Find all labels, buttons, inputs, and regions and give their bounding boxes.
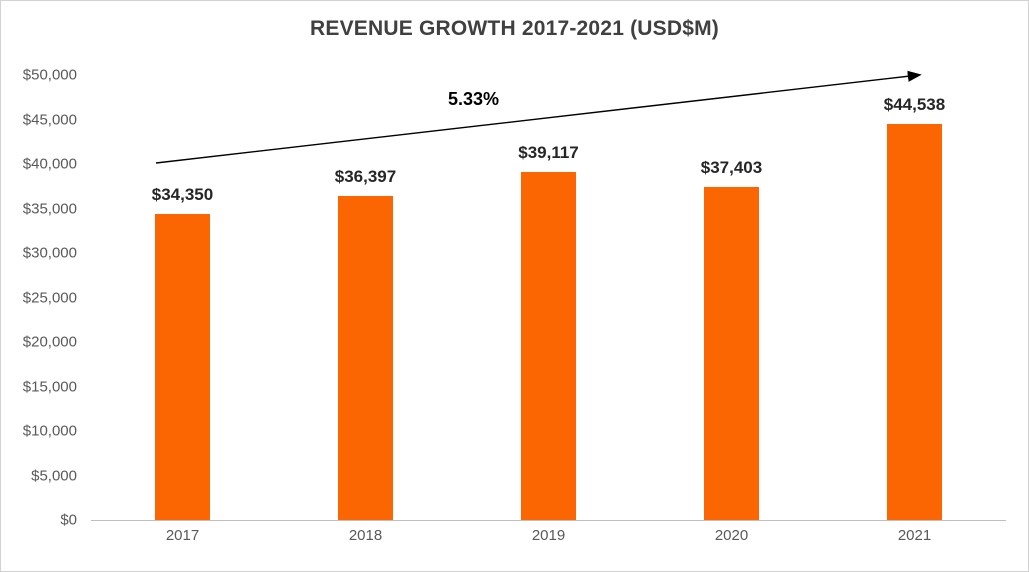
y-axis-tick-label: $10,000 [22, 422, 77, 440]
bar-group: $34,350 [91, 75, 274, 520]
y-axis: $0 $5,000 $10,000 $15,000 $20,000 $25,000 $30,… [1, 67, 83, 529]
y-axis-tick-label: $50,000 [22, 66, 77, 84]
y-axis-tick-label: $40,000 [22, 155, 77, 173]
bar-group: $37,403 [640, 75, 823, 520]
y-axis-tick-label: $15,000 [22, 378, 77, 395]
bar-data-label: $36,397 [334, 167, 397, 187]
x-axis-tick-label: 2021 [897, 527, 932, 544]
bar-group: $36,397 [274, 75, 457, 520]
y-axis-tick-label: $25,000 [22, 289, 77, 306]
plot-area: $34,350 $36,397 $39,117 $37,403 $44,538 [91, 75, 1006, 521]
bar-group: $44,538 [823, 75, 1006, 520]
x-axis: 2017 2018 2019 2020 2021 [91, 527, 1006, 544]
bar [155, 214, 210, 520]
bar-group: $39,117 [457, 75, 640, 520]
chart-title: REVENUE GROWTH 2017-2021 (USD$M) [310, 17, 719, 40]
bar-series: $34,350 $36,397 $39,117 $37,403 $44,538 [91, 75, 1006, 520]
bar [338, 196, 393, 520]
bar-data-label: $37,403 [700, 158, 763, 178]
growth-rate-annotation: 5.33% [448, 89, 500, 109]
y-axis-tick-label: $35,000 [22, 200, 77, 217]
bar [887, 123, 942, 520]
x-axis-tick-label: 2019 [531, 527, 566, 544]
x-axis-tick-label: 2018 [348, 527, 383, 544]
y-axis-tick-label: $45,000 [22, 111, 77, 128]
bar [704, 187, 759, 520]
x-axis-tick-label: 2020 [714, 527, 749, 544]
y-axis-tick-label: $20,000 [22, 333, 77, 351]
bar-data-label: $39,117 [518, 142, 579, 162]
bar-data-label: $34,350 [151, 185, 214, 205]
bar [521, 171, 576, 520]
y-axis-tick-label: $5,000 [31, 467, 77, 484]
y-axis-tick-label: $30,000 [22, 244, 77, 262]
bar-data-label: $44,538 [883, 94, 946, 114]
y-axis-tick-label: $0 [60, 511, 77, 529]
x-axis-tick-label: 2017 [165, 527, 200, 544]
